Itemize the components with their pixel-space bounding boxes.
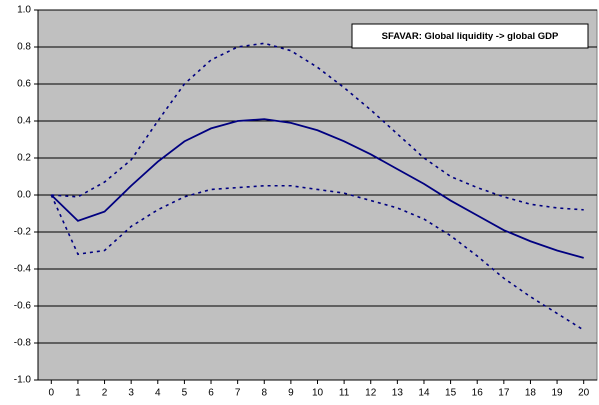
- y-tick-label: -0.6: [14, 301, 32, 312]
- x-tick-label: 3: [128, 388, 134, 399]
- x-tick-label: 1: [75, 388, 81, 399]
- x-tick-label: 19: [552, 388, 564, 399]
- x-tick-label: 11: [339, 388, 350, 399]
- series-line: [51, 42, 584, 211]
- x-tick-label: 18: [525, 388, 537, 399]
- x-tick-label: 4: [155, 388, 161, 399]
- y-tick-label: -0.2: [14, 227, 32, 238]
- x-tick-label: 7: [235, 388, 241, 399]
- x-tick-label: 14: [418, 388, 430, 399]
- x-tick-label: 17: [498, 388, 510, 399]
- y-tick-label: -0.4: [14, 264, 32, 275]
- annotation-box: [351, 23, 589, 49]
- series-line: [50, 118, 584, 259]
- x-tick-label: 16: [472, 388, 484, 399]
- x-tick-label: 9: [288, 388, 294, 399]
- y-tick-label: 0.0: [17, 190, 31, 201]
- x-tick-label: 13: [392, 388, 404, 399]
- x-tick-label: 8: [261, 388, 267, 399]
- y-tick-label: 0.6: [17, 79, 31, 90]
- x-tick-label: 2: [102, 388, 108, 399]
- y-tick-label: 0.4: [17, 116, 31, 127]
- series-line: [50, 184, 585, 331]
- annotation: SFAVAR: Global liquidity -> global GDP: [382, 31, 559, 42]
- x-tick-label: 6: [208, 388, 214, 399]
- x-tick-label: 15: [445, 388, 457, 399]
- y-tick-label: 0.2: [17, 153, 31, 164]
- y-tick-label: -0.8: [14, 338, 32, 349]
- x-tick-label: 12: [365, 388, 377, 399]
- y-tick-label: -1.0: [14, 375, 32, 386]
- x-tick-label: 5: [182, 388, 188, 399]
- x-tick-label: 10: [312, 388, 324, 399]
- y-tick-label: 0.8: [17, 42, 31, 53]
- x-tick-label: 20: [578, 388, 590, 399]
- y-tick-label: 1.0: [17, 5, 31, 16]
- x-tick-label: 0: [49, 388, 55, 399]
